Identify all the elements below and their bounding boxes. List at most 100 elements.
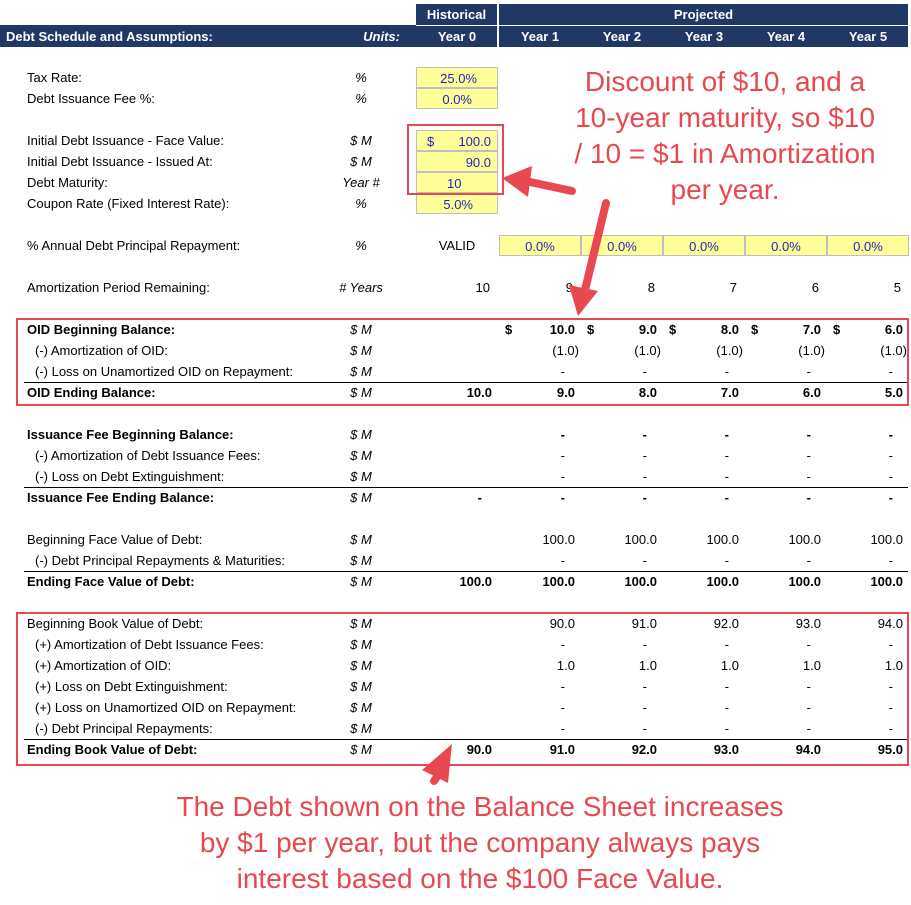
- oid-beginning-value: 9.0: [638, 322, 657, 337]
- annotation-bottom-line: The Debt shown on the Balance Sheet incr…: [176, 791, 784, 822]
- repayment-input[interactable]: 0.0%: [499, 235, 581, 256]
- oid-beginning-dollar: $: [833, 322, 841, 337]
- oid-amortization-value: (1.0): [798, 343, 825, 358]
- oid-loss-value: -: [888, 364, 893, 379]
- book-beginning-value: 92.0: [713, 616, 739, 631]
- maturity-input[interactable]: 10: [416, 172, 498, 193]
- oid-ending-value: 9.0: [556, 385, 575, 400]
- book-beginning-value: 94.0: [877, 616, 903, 631]
- book-repayments-value: -: [806, 721, 811, 736]
- year-header: Year 1: [520, 29, 560, 44]
- repayment-input[interactable]: 0.0%: [663, 235, 745, 256]
- oid-ending-value: 7.0: [720, 385, 739, 400]
- face-repayments-value: -: [724, 553, 729, 568]
- fee-beginning-value: -: [888, 427, 893, 442]
- repayment-input[interactable]: 0.0%: [581, 235, 663, 256]
- oid-beginning-dollar: $: [751, 322, 759, 337]
- face-value-input[interactable]: $ 100.0: [416, 130, 498, 151]
- header-bar: [0, 25, 908, 47]
- highlight-book-box: [16, 612, 909, 766]
- book-beginning-value: 93.0: [795, 616, 821, 631]
- book-amort-fees-value: -: [888, 637, 893, 652]
- book-repayments-value: -: [642, 721, 647, 736]
- fee-ending-total-line: [24, 487, 908, 488]
- book-beginning-unit: $ M: [350, 616, 372, 631]
- book-ending-value: 94.0: [795, 742, 821, 757]
- fee-ending-label: Issuance Fee Ending Balance:: [27, 490, 215, 505]
- oid-loss-value: -: [806, 364, 811, 379]
- oid-beginning-dollar: $: [669, 322, 677, 337]
- oid-amortization-value: (1.0): [880, 343, 907, 358]
- face-beginning-value: 100.0: [870, 532, 903, 547]
- face-ending-value: 100.0: [788, 574, 821, 589]
- highlight-oid-box: [16, 318, 909, 406]
- oid-beginning-value: 7.0: [802, 322, 821, 337]
- fee-ending-value: -: [560, 490, 565, 505]
- arrow-to-book-head-icon: [422, 744, 452, 783]
- header-projected-band: [499, 4, 908, 25]
- annotation-top-line: / 10 = $1 in Amortization: [574, 138, 876, 169]
- book-loss-oid-value: -: [724, 700, 729, 715]
- face-ending-value: 100.0: [459, 574, 492, 589]
- oid-ending-value: 10.0: [466, 385, 492, 400]
- year-header: Year 5: [848, 29, 888, 44]
- year-header: Year 0: [437, 29, 477, 44]
- fee-loss-value: -: [642, 469, 647, 484]
- face-value-label: Initial Debt Issuance - Face Value:: [27, 133, 225, 148]
- tax-rate-label: Tax Rate:: [27, 70, 82, 85]
- page-title: Debt Schedule and Assumptions:: [6, 29, 213, 44]
- book-ending-label: Ending Book Value of Debt:: [27, 742, 198, 757]
- amort-period-value: 10: [475, 280, 490, 295]
- fee-loss-value: -: [888, 469, 893, 484]
- face-ending-unit: $ M: [350, 574, 372, 589]
- book-amort-oid-label: (+) Amortization of OID:: [35, 658, 172, 673]
- repayment-input[interactable]: 0.0%: [745, 235, 827, 256]
- repayment-status: VALID: [438, 238, 476, 253]
- book-amort-oid-value: 1.0: [802, 658, 821, 673]
- annotation-top: Discount of $10, and a 10-year maturity,…: [540, 64, 910, 208]
- amort-period-value: 6: [811, 280, 819, 295]
- book-amort-oid-value: 1.0: [720, 658, 739, 673]
- oid-loss-value: -: [724, 364, 729, 379]
- repayment-input[interactable]: 0.0%: [827, 235, 909, 256]
- book-loss-ext-value: -: [724, 679, 729, 694]
- tax-rate-input[interactable]: 25.0%: [416, 67, 498, 88]
- fee-amortization-value: -: [888, 448, 893, 463]
- fee-beginning-value: -: [724, 427, 729, 442]
- book-beginning-label: Beginning Book Value of Debt:: [27, 616, 204, 631]
- book-loss-oid-value: -: [560, 700, 565, 715]
- fee-beginning-unit: $ M: [350, 427, 372, 442]
- highlight-assumptions-box: [407, 124, 504, 195]
- face-ending-value: 100.0: [870, 574, 903, 589]
- book-repayments-value: -: [560, 721, 565, 736]
- arrow-to-oid-head-icon: [569, 285, 598, 316]
- book-amort-oid-value: 1.0: [556, 658, 575, 673]
- header-historical-band: [416, 4, 497, 25]
- book-amort-fees-value: -: [724, 637, 729, 652]
- units-header: Units:: [363, 29, 400, 44]
- book-ending-value: 93.0: [713, 742, 739, 757]
- oid-amortization-unit: $ M: [350, 343, 372, 358]
- face-repayments-value: -: [806, 553, 811, 568]
- face-repayments-value: -: [642, 553, 647, 568]
- arrow-to-inputs-head-icon: [502, 166, 532, 197]
- fee-pct-input[interactable]: 0.0%: [416, 88, 498, 109]
- historical-label: Historical: [426, 7, 487, 22]
- face-ending-label: Ending Face Value of Debt:: [27, 574, 195, 589]
- face-ending-value: 100.0: [624, 574, 657, 589]
- fee-beginning-value: -: [806, 427, 811, 442]
- book-loss-oid-unit: $ M: [350, 700, 372, 715]
- face-beginning-value: 100.0: [788, 532, 821, 547]
- oid-loss-unit: $ M: [350, 364, 372, 379]
- oid-amortization-label: (-) Amortization of OID:: [35, 343, 168, 358]
- oid-beginning-label: OID Beginning Balance:: [27, 322, 176, 337]
- book-amort-oid-unit: $ M: [350, 658, 372, 673]
- fee-ending-value: -: [642, 490, 647, 505]
- oid-beginning-dollar: $: [505, 322, 513, 337]
- face-value-amount: 100.0: [458, 134, 491, 149]
- issued-at-input[interactable]: 90.0: [416, 151, 498, 172]
- fee-pct-label: Debt Issuance Fee %:: [27, 91, 155, 106]
- year-header: Year 4: [766, 29, 806, 44]
- book-ending-value: 91.0: [549, 742, 575, 757]
